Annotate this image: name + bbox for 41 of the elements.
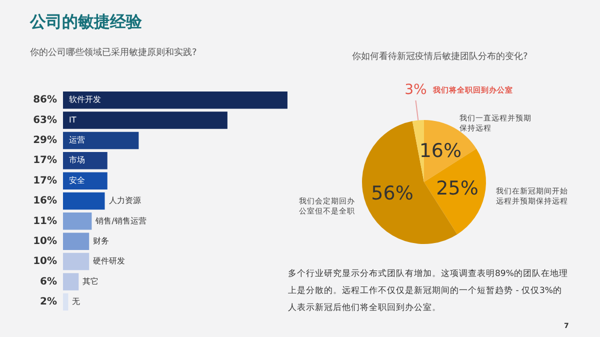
bar [63,232,90,250]
y-tick-label: 无 [72,296,80,306]
y-tick-label: 其它 [82,276,99,286]
bar [63,192,105,210]
y-tick-label: IT [69,115,76,124]
bar [63,212,92,230]
text: 多个行业研究显示分布式团队有增加。这项调查表明89%的团队在地理上是分散的。远程工作不仅仅是新冠期间的一个短暂趋势 - 仅仅3%的人表示新冠后他们将全职回到办公室。 [288,268,568,315]
data-label: 6% [40,276,57,288]
y-tick-label: 市场 [69,156,85,165]
data-label: 2% [40,296,57,308]
y-tick-label: 软件开发 [69,95,101,104]
chart-title: 你如何看待新冠疫情后敏捷团队分布的变化? [352,50,528,63]
data-label: 10% [33,256,57,268]
data-label: 29% [33,135,57,146]
bar [63,91,288,109]
y-tick-label: 安全 [69,176,85,185]
y-tick-label: 人力资源 [108,196,141,206]
y-tick-label: 运营 [69,136,85,145]
data-label: 86% [33,94,57,106]
bar [63,252,90,270]
y-tick-label: 销售/销售运营 [94,216,146,226]
chart-subtitle: 你的公司哪些领域已采用敏捷原则和实践? [30,46,197,59]
data-label: 63% [33,114,57,126]
y-tick-label: 财务 [93,236,110,246]
data-label: 25% [436,177,478,200]
data-label: 56% [371,182,414,204]
data-label: 10% [33,236,57,247]
bar [63,293,68,311]
data-label: 17% [33,155,57,166]
data-label: 16% [419,140,462,162]
bar [63,273,79,290]
bar [63,172,108,190]
bar [63,132,139,150]
data-label: 16% [33,196,57,207]
y-tick-label: 硬件研发 [93,256,126,266]
data-label: 3% [404,82,427,98]
chart-title: 公司的敏捷经验 [30,12,142,33]
bar [63,152,108,170]
data-label: 11% [33,216,57,227]
bar [63,112,228,129]
data-label: 17% [33,175,57,186]
